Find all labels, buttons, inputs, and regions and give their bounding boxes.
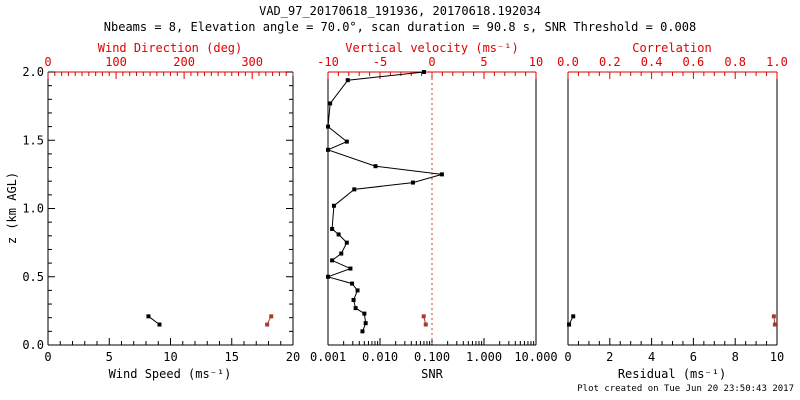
data-point (772, 322, 777, 327)
top-axis-title-wind-direction: Wind Direction (deg) (98, 41, 243, 55)
x-tick-label: 0.010 (362, 350, 398, 364)
data-point (350, 281, 355, 286)
x-tick-label: 20 (286, 350, 300, 364)
top-tick-label: 5 (480, 55, 487, 69)
data-point (439, 172, 444, 177)
top-tick-label: 0 (44, 55, 51, 69)
data-point (344, 139, 349, 144)
data-point (330, 226, 335, 231)
plot-footer: Plot created on Tue Jun 20 23:50:43 2017 (577, 384, 794, 394)
y-tick-label: 1.5 (22, 133, 44, 147)
data-point (571, 314, 576, 319)
y-tick-label: 0.0 (22, 338, 44, 352)
data-point (344, 240, 349, 245)
x-tick-label: 10 (163, 350, 177, 364)
residual-series (567, 314, 576, 327)
data-point (421, 314, 426, 319)
data-point (336, 232, 341, 237)
data-point (326, 147, 330, 152)
top-tick-label: 0 (428, 55, 435, 69)
top-tick-label: 10 (529, 55, 543, 69)
x-tick-label: 6 (690, 350, 697, 364)
data-line (326, 71, 443, 332)
y-tick-label: 2.0 (22, 65, 44, 79)
vertical-velocity-series (421, 314, 428, 327)
data-point (326, 274, 330, 279)
top-tick-label: 0.8 (724, 55, 746, 69)
bottom-axis-title-wind-speed: Wind Speed (ms⁻¹) (109, 367, 232, 381)
top-tick-label: 0.4 (641, 55, 663, 69)
x-tick-label: 0 (564, 350, 571, 364)
data-point (363, 321, 368, 326)
data-point (352, 187, 357, 192)
data-point (353, 306, 358, 311)
snr-profile-series (326, 70, 444, 334)
data-point (771, 314, 776, 319)
data-point (421, 70, 426, 74)
correlation-series (771, 314, 777, 327)
x-tick-label: 1.000 (466, 350, 502, 364)
y-axis-label: z (km AGL) (5, 172, 19, 244)
x-tick-label: 10.000 (514, 350, 557, 364)
top-tick-label: 200 (173, 55, 195, 69)
data-point (339, 251, 344, 256)
x-tick-label: 8 (732, 350, 739, 364)
data-point (567, 322, 572, 327)
data-point (330, 258, 335, 263)
top-tick-label: 0.2 (599, 55, 621, 69)
data-point (345, 78, 350, 83)
data-point (146, 314, 151, 319)
x-tick-label: 4 (648, 350, 655, 364)
x-tick-label: 2 (606, 350, 613, 364)
x-tick-label: 5 (106, 350, 113, 364)
top-axis-title-correlation: Correlation (632, 41, 711, 55)
wind-speed-series (146, 314, 162, 327)
data-point (326, 124, 330, 129)
data-point (410, 180, 415, 185)
y-tick-label: 0.5 (22, 270, 44, 284)
top-tick-label: 1.0 (766, 55, 788, 69)
top-tick-label: -5 (373, 55, 387, 69)
x-tick-label: 10 (770, 350, 784, 364)
plot-subtitle: Nbeams = 8, Elevation angle = 70.0°, sca… (104, 20, 696, 34)
top-axis-title-vertical-velocity: Vertical velocity (ms⁻¹) (345, 41, 518, 55)
x-tick-label: 0.001 (310, 350, 346, 364)
data-point (373, 164, 378, 169)
top-tick-label: -10 (317, 55, 339, 69)
data-point (157, 322, 162, 327)
data-point (331, 203, 336, 208)
x-tick-label: 15 (225, 350, 239, 364)
wind-direction-series (265, 314, 274, 327)
data-point (360, 329, 365, 334)
data-point (423, 322, 428, 327)
top-tick-label: 0.6 (683, 55, 705, 69)
x-tick-label: 0 (44, 350, 51, 364)
panel-residual: 0 2 4 6 8 10 0.0 0.2 0.4 0.6 0.8 1.0 (557, 55, 788, 364)
data-point (362, 311, 367, 316)
y-tick-label: 1.0 (22, 202, 44, 216)
top-tick-label: 100 (105, 55, 127, 69)
data-point (351, 297, 356, 302)
data-point (355, 288, 360, 293)
x-tick-label: 0.100 (414, 350, 450, 364)
data-point (348, 266, 353, 271)
top-tick-label: 300 (241, 55, 263, 69)
bottom-axis-title-snr: SNR (421, 367, 443, 381)
data-point (269, 314, 274, 319)
data-point (265, 322, 270, 327)
plot-title: VAD_97_20170618_191936, 20170618.192034 (259, 4, 541, 18)
bottom-axis-title-residual: Residual (ms⁻¹) (618, 367, 726, 381)
data-point (328, 101, 333, 106)
panel-snr: 0.001 0.010 0.100 1.000 10.000 -10 -5 0 5 10 (310, 55, 558, 364)
top-tick-label: 0.0 (557, 55, 579, 69)
